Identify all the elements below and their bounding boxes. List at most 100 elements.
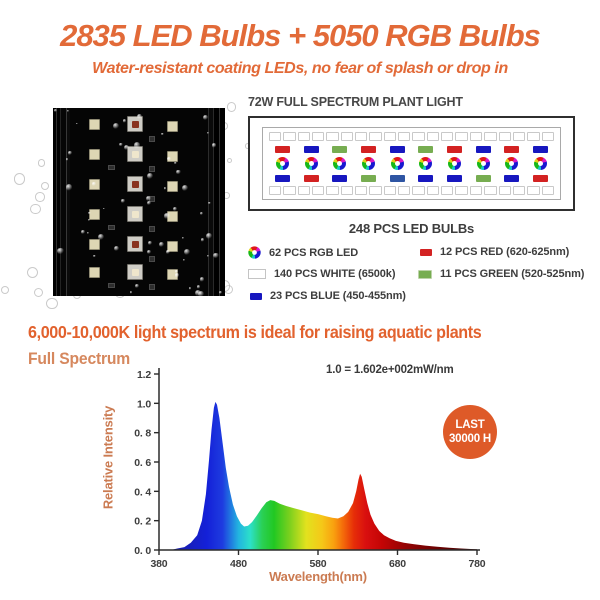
water-droplet: [88, 211, 91, 215]
green-led-icon: [418, 269, 432, 279]
red-led: [360, 145, 376, 153]
badge-line1: LAST: [455, 419, 485, 431]
led-column: [526, 145, 555, 153]
water-droplet: [124, 144, 130, 150]
led-column: [469, 145, 498, 153]
water-droplet: [164, 213, 170, 219]
blue-led: [389, 145, 405, 153]
led-column: [297, 145, 326, 153]
color-led-row-bottom: [268, 174, 555, 182]
led-column: [412, 145, 441, 153]
legend-item: 23 PCS BLUE (450-455nm): [250, 290, 406, 302]
water-droplet: [208, 201, 211, 204]
led-column: [469, 174, 498, 182]
led-diagram: [248, 116, 575, 211]
white-led-cell: [326, 186, 339, 195]
water-droplet: [113, 246, 120, 252]
led-column: [354, 145, 383, 153]
led-column: [268, 145, 297, 153]
water-droplet: [146, 172, 153, 179]
white-led-row: [268, 186, 555, 195]
led-column: [440, 174, 469, 182]
led-bar-photo: [0, 98, 252, 310]
led-column: [498, 157, 527, 170]
rgb-led-chip: [127, 236, 143, 252]
white-led-cell: [398, 132, 411, 141]
legend-label: 140 PCS WHITE (6500k): [274, 268, 396, 280]
water-droplet: [211, 143, 217, 148]
water-droplet: [226, 102, 237, 112]
water-droplet: [146, 249, 151, 254]
white-led-cell: [297, 132, 311, 141]
water-droplet: [159, 242, 165, 247]
diagram-title: 72W FULL SPECTRUM PLANT LIGHT: [248, 95, 463, 109]
water-droplet: [188, 287, 192, 290]
darkblue-led: [389, 174, 405, 182]
water-droplet: [182, 259, 185, 262]
water-droplet: [147, 201, 152, 206]
water-droplet: [136, 114, 142, 120]
rgb-led-icon: [333, 157, 347, 170]
water-droplet: [119, 142, 124, 147]
x-tick-label: 680: [389, 558, 406, 570]
green-led: [360, 174, 376, 182]
led-legend: 62 PCS RGB LED 140 PCS WHITE (6500k) 23 …: [246, 240, 600, 306]
water-droplet: [80, 229, 85, 234]
white-led-cell: [484, 186, 497, 195]
led-column: [469, 157, 498, 170]
water-droplet: [65, 184, 73, 191]
legend-label: 12 PCS RED (620-625nm): [440, 246, 570, 258]
y-tick-label: 1.2: [137, 369, 151, 381]
rgb-led-icon: [448, 157, 462, 170]
water-droplet: [33, 287, 44, 298]
water-droplet: [93, 254, 96, 258]
smd-component: [108, 225, 115, 230]
smd-component: [149, 136, 155, 142]
water-droplet: [182, 236, 184, 239]
led-column: [498, 174, 527, 182]
led-column: [383, 174, 412, 182]
led-chip: [89, 119, 100, 130]
water-droplet: [129, 290, 133, 294]
water-droplet: [66, 158, 69, 161]
water-droplet: [75, 122, 78, 125]
white-led-cell: [383, 132, 397, 141]
water-droplet: [213, 252, 219, 258]
white-led-cell: [369, 132, 382, 141]
led-chip: [167, 241, 178, 252]
led-column: [440, 157, 469, 170]
blue-led: [418, 174, 434, 182]
red-led: [303, 174, 319, 182]
smd-component: [149, 166, 155, 172]
water-droplet: [196, 285, 201, 289]
water-droplet: [113, 122, 120, 129]
rgb-led-icon: [390, 157, 404, 170]
white-led-cell: [469, 186, 483, 195]
water-droplet: [163, 186, 167, 190]
led-column: [354, 174, 383, 182]
led-column: [325, 157, 354, 170]
water-droplet: [218, 290, 222, 294]
color-led-row-top: [268, 145, 555, 153]
red-led-icon: [420, 248, 432, 256]
water-droplet: [86, 232, 90, 235]
y-tick-label: 0. 8: [134, 428, 151, 440]
led-chip: [89, 209, 100, 220]
white-led-cell: [426, 186, 440, 195]
led-column: [325, 174, 354, 182]
led-column: [268, 157, 297, 170]
y-tick-label: 0. 0: [134, 545, 151, 557]
water-droplet: [57, 248, 64, 255]
red-led: [274, 145, 290, 153]
water-droplet: [205, 233, 212, 240]
y-tick-label: 0. 2: [134, 516, 151, 528]
led-column: [325, 145, 354, 153]
smd-component: [149, 226, 155, 232]
led-core: [131, 120, 139, 128]
water-droplet: [206, 255, 209, 258]
white-led-cell: [441, 132, 454, 141]
water-droplet: [53, 109, 57, 113]
led-core: [131, 210, 139, 218]
water-droplet: [0, 286, 10, 295]
